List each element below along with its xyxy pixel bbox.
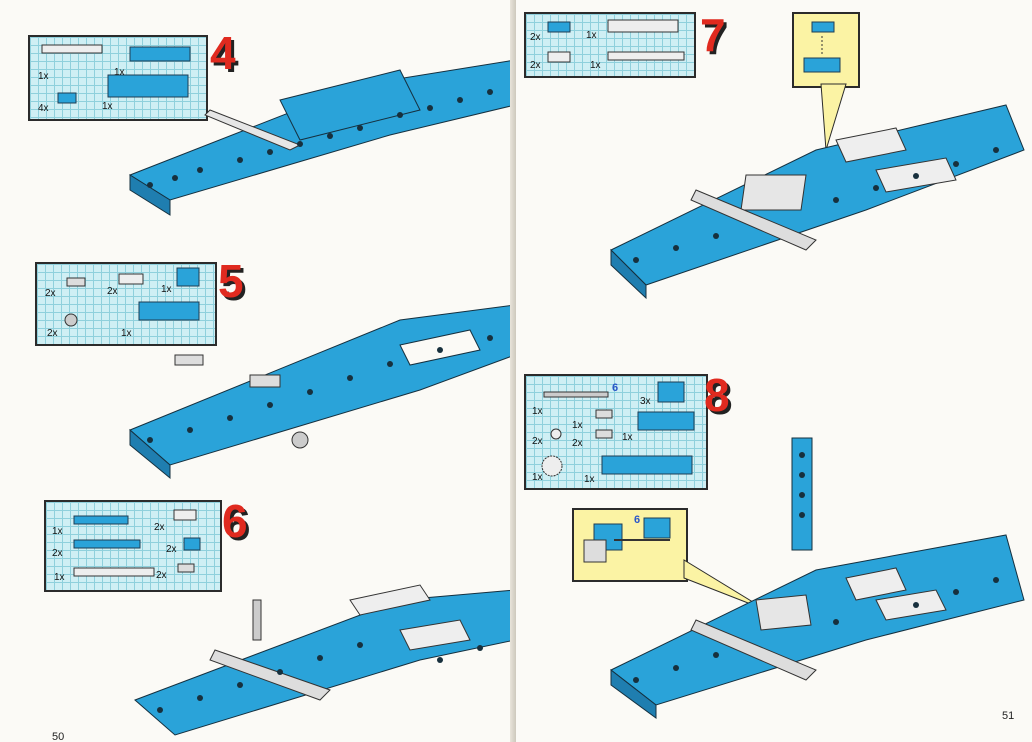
step-8-detail-callout: 6 [572,508,688,582]
step-5-qty-5: 1x [121,328,132,339]
step-8-qty-7: 1x [532,472,543,483]
step-7-parts-art [547,19,685,63]
step-7-number: 7 [700,9,726,61]
step-7-qty-1: 2x [530,32,541,43]
step-8-parts-art [541,381,695,477]
step-7-parts-box: 2x 1x 2x 1x [524,12,696,78]
step-8-qty-5: 2x [532,436,543,447]
step-6-qty-6: 2x [156,570,167,581]
step-6-parts-box: 1x 2x 2x 2x 1x 2x [44,500,222,592]
step-5-model-illustration [129,304,516,480]
step-6-number: 6 [222,495,248,547]
step-6-qty-4: 2x [166,544,177,555]
right-page: 2x 1x 2x 1x 7 [516,0,1032,742]
step-4-qty-4: 1x [102,101,113,112]
step-6-qty-1: 1x [52,526,63,537]
step-6-qty-2: 2x [52,548,63,559]
step-8-qty-8: 1x [584,474,595,485]
step-4-parts-art [41,44,191,104]
step-6-qty-5: 1x [54,572,65,583]
step-7-detail-callout [792,12,860,88]
step-5-number: 5 [218,255,244,307]
step-5-parts-box: 2x 2x 1x 2x 1x [35,262,217,346]
step-4-qty-2: 1x [114,67,125,78]
step-8-axle-length-label: 6 [612,382,619,394]
step-5-qty-4: 2x [47,328,58,339]
step-8-qty-3: 1x [572,420,583,431]
step-8-callout-art [583,517,671,563]
step-7-qty-2: 1x [586,30,597,41]
step-4-qty-1: 1x [38,71,49,82]
left-page: 1x 1x 4x 1x 4 [0,0,516,742]
step-5-qty-3: 1x [161,284,172,295]
step-8-qty-4: 2x [572,438,583,449]
step-7-qty-3: 2x [530,60,541,71]
step-5-parts-art [64,267,200,327]
step-8-qty-1: 1x [532,406,543,417]
step-4-parts-box: 1x 1x 4x 1x [28,35,208,121]
step-4-model-illustration [128,59,516,216]
page-number-right: 51 [1002,710,1015,722]
step-4-qty-3: 4x [38,103,49,114]
step-5-qty-2: 2x [107,286,118,297]
page-number-left: 50 [52,731,65,742]
step-8-model-illustration [610,437,1025,719]
step-8-callout-label: 6 [634,514,641,526]
step-8-parts-box: 6 1x 3x 1x 2x 2x 1x 1x 1x [524,374,708,490]
step-4-number: 4 [210,27,236,79]
step-8-qty-6: 1x [622,432,633,443]
step-5-qty-1: 2x [45,288,56,299]
step-8-qty-2: 3x [640,396,651,407]
step-6-parts-art [73,509,201,577]
step-6-qty-3: 2x [154,522,165,533]
step-7-model-illustration [610,83,1025,300]
step-7-qty-4: 1x [590,60,601,71]
step-7-callout-art [803,21,841,73]
step-8-number: 8 [704,369,730,421]
step-6-model-illustration [134,584,516,736]
